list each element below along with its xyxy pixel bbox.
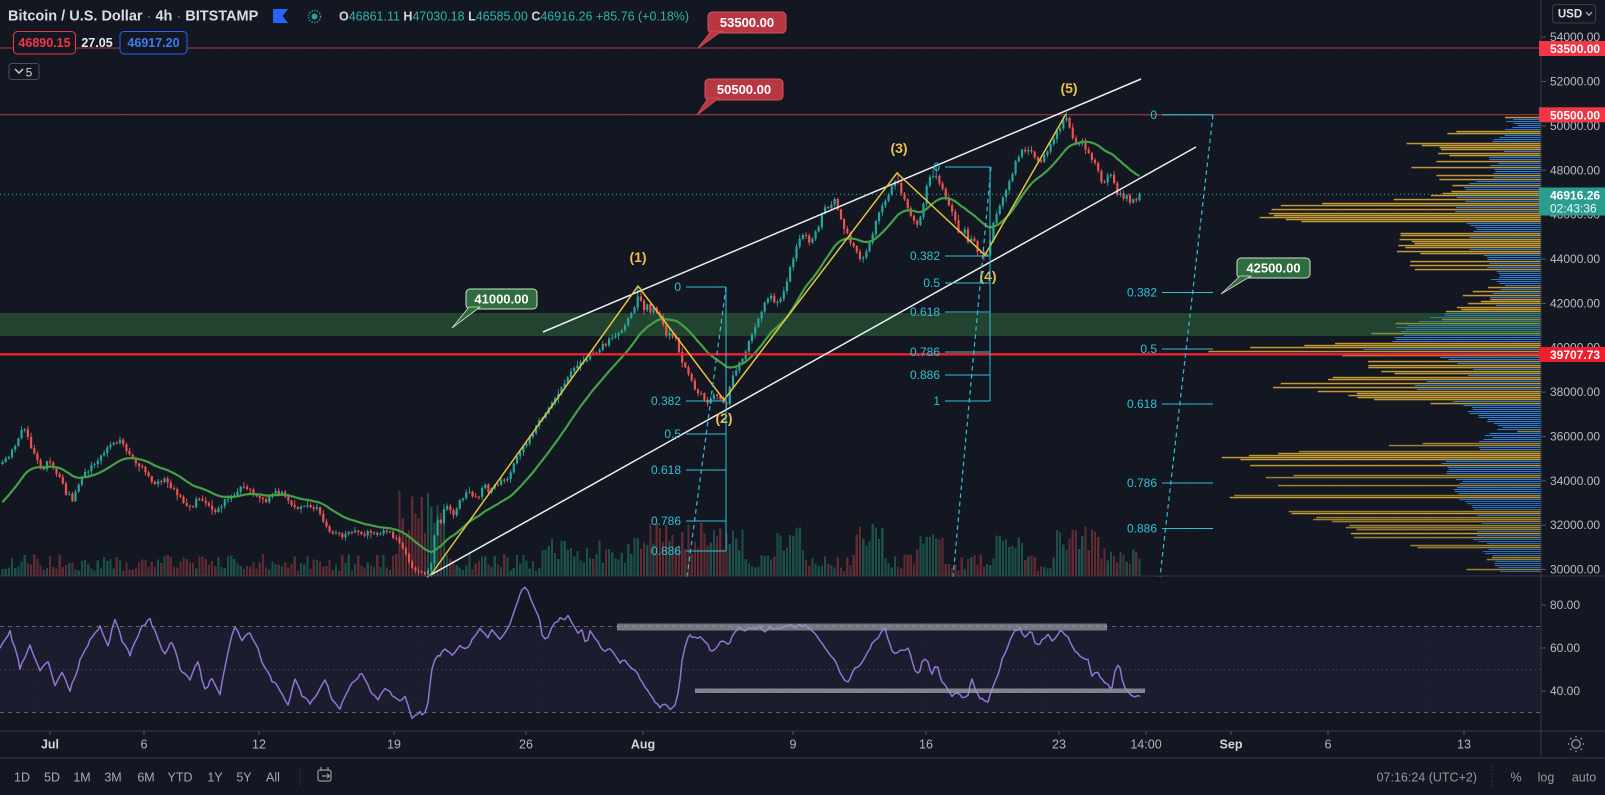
svg-text:39707.73: 39707.73 bbox=[1550, 348, 1600, 362]
svg-text:0: 0 bbox=[674, 280, 681, 294]
svg-text:40.00: 40.00 bbox=[1550, 684, 1580, 698]
svg-text:(5): (5) bbox=[1060, 80, 1077, 96]
svg-text:0.618: 0.618 bbox=[910, 305, 940, 319]
svg-text:Aug: Aug bbox=[631, 738, 655, 752]
svg-text:50500.00: 50500.00 bbox=[1550, 108, 1600, 122]
svg-text:6: 6 bbox=[141, 738, 148, 752]
svg-text:USD: USD bbox=[1558, 9, 1582, 21]
svg-text:6M: 6M bbox=[137, 771, 154, 785]
svg-text:3M: 3M bbox=[104, 771, 121, 785]
svg-text:(1): (1) bbox=[629, 249, 646, 265]
svg-text:%: % bbox=[1510, 771, 1521, 785]
svg-text:1M: 1M bbox=[73, 771, 90, 785]
svg-text:13: 13 bbox=[1457, 738, 1471, 752]
svg-text:0.382: 0.382 bbox=[651, 394, 681, 408]
svg-text:02:43:36: 02:43:36 bbox=[1550, 202, 1597, 216]
svg-text:0: 0 bbox=[933, 160, 940, 174]
svg-text:5Y: 5Y bbox=[236, 771, 252, 785]
svg-text:YTD: YTD bbox=[168, 771, 193, 785]
svg-text:Bitcoin / U.S. Dollar · 4h · B: Bitcoin / U.S. Dollar · 4h · BITSTAMP bbox=[8, 9, 259, 25]
svg-text:42500.00: 42500.00 bbox=[1246, 261, 1300, 276]
svg-text:46890.15: 46890.15 bbox=[18, 36, 70, 50]
svg-text:48000.00: 48000.00 bbox=[1550, 163, 1600, 177]
svg-text:30000.00: 30000.00 bbox=[1550, 563, 1600, 577]
svg-text:0.618: 0.618 bbox=[651, 463, 681, 477]
svg-text:Jul: Jul bbox=[41, 738, 59, 752]
svg-text:0.618: 0.618 bbox=[1127, 397, 1157, 411]
svg-text:50500.00: 50500.00 bbox=[717, 82, 771, 97]
svg-text:0: 0 bbox=[1150, 108, 1157, 122]
svg-text:0.5: 0.5 bbox=[923, 276, 940, 290]
svg-text:07:16:24 (UTC+2): 07:16:24 (UTC+2) bbox=[1377, 771, 1477, 785]
svg-text:19: 19 bbox=[387, 738, 401, 752]
svg-text:42000.00: 42000.00 bbox=[1550, 296, 1600, 310]
svg-text:41000.00: 41000.00 bbox=[474, 292, 528, 307]
svg-text:32000.00: 32000.00 bbox=[1550, 518, 1600, 532]
svg-text:1D: 1D bbox=[14, 771, 30, 785]
svg-text:1Y: 1Y bbox=[207, 771, 223, 785]
svg-text:0.5: 0.5 bbox=[664, 427, 681, 441]
svg-text:52000.00: 52000.00 bbox=[1550, 75, 1600, 89]
svg-text:14:00: 14:00 bbox=[1130, 738, 1161, 752]
svg-text:All: All bbox=[266, 771, 280, 785]
svg-text:0.886: 0.886 bbox=[651, 544, 681, 558]
svg-text:auto: auto bbox=[1572, 771, 1596, 785]
svg-text:44000.00: 44000.00 bbox=[1550, 252, 1600, 266]
svg-text:34000.00: 34000.00 bbox=[1550, 474, 1600, 488]
svg-text:12: 12 bbox=[252, 738, 266, 752]
svg-text:(4): (4) bbox=[979, 268, 996, 284]
svg-text:0.886: 0.886 bbox=[1127, 522, 1157, 536]
svg-text:(3): (3) bbox=[890, 140, 907, 156]
svg-text:1: 1 bbox=[933, 394, 940, 408]
svg-text:16: 16 bbox=[919, 738, 933, 752]
svg-text:46917.20: 46917.20 bbox=[127, 36, 179, 50]
svg-text:60.00: 60.00 bbox=[1550, 641, 1580, 655]
svg-text:log: log bbox=[1538, 771, 1555, 785]
svg-text:(2): (2) bbox=[715, 410, 732, 426]
svg-text:0.786: 0.786 bbox=[1127, 476, 1157, 490]
svg-text:0.886: 0.886 bbox=[910, 368, 940, 382]
svg-text:5: 5 bbox=[26, 66, 33, 80]
svg-text:53500.00: 53500.00 bbox=[1550, 42, 1600, 56]
svg-text:0.382: 0.382 bbox=[1127, 286, 1157, 300]
svg-text:23: 23 bbox=[1052, 738, 1066, 752]
svg-text:O46861.11 H47030.18 L46585.00: O46861.11 H47030.18 L46585.00 C46916.26 … bbox=[339, 10, 689, 24]
svg-text:80.00: 80.00 bbox=[1550, 598, 1580, 612]
svg-text:5D: 5D bbox=[44, 771, 60, 785]
svg-text:0.786: 0.786 bbox=[910, 345, 940, 359]
svg-text:50000.00: 50000.00 bbox=[1550, 119, 1600, 133]
svg-text:46916.26: 46916.26 bbox=[1550, 189, 1600, 203]
svg-text:Sep: Sep bbox=[1220, 738, 1243, 752]
svg-text:27.05: 27.05 bbox=[81, 36, 112, 50]
svg-text:0.786: 0.786 bbox=[651, 514, 681, 528]
svg-text:6: 6 bbox=[1325, 738, 1332, 752]
svg-text:9: 9 bbox=[790, 738, 797, 752]
svg-text:54000.00: 54000.00 bbox=[1550, 30, 1600, 44]
svg-text:0.382: 0.382 bbox=[910, 249, 940, 263]
svg-text:26: 26 bbox=[519, 738, 533, 752]
svg-text:0.5: 0.5 bbox=[1140, 342, 1157, 356]
svg-text:53500.00: 53500.00 bbox=[720, 15, 774, 30]
svg-text:38000.00: 38000.00 bbox=[1550, 385, 1600, 399]
svg-text:36000.00: 36000.00 bbox=[1550, 429, 1600, 443]
